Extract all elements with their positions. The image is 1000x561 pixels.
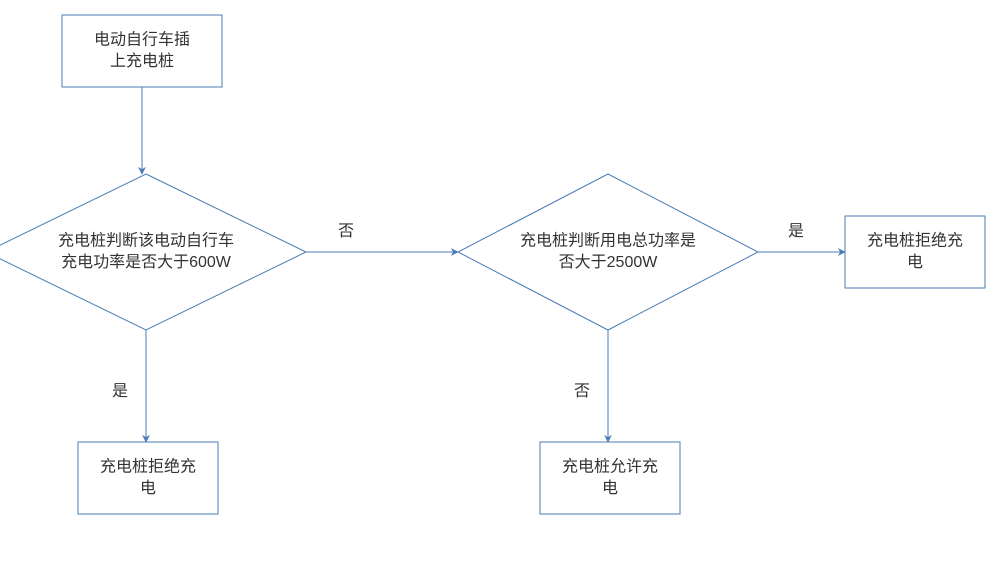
- node-reject1-line-0: 充电桩拒绝充: [100, 457, 196, 475]
- node-reject2-line-0: 充电桩拒绝充: [867, 231, 963, 249]
- node-d2-line-0: 充电桩判断用电总功率是: [520, 231, 696, 249]
- node-d2: 充电桩判断用电总功率是否大于2500W: [458, 174, 758, 330]
- node-reject1-line-1: 电: [140, 479, 156, 497]
- node-allow-box: [540, 442, 680, 514]
- node-reject2-box: [845, 216, 985, 288]
- node-d1-line-0: 充电桩判断该电动自行车: [58, 231, 234, 249]
- node-allow-line-0: 充电桩允许充: [562, 457, 658, 475]
- node-reject1: 充电桩拒绝充电: [78, 442, 218, 514]
- node-allow: 充电桩允许充电: [540, 442, 680, 514]
- node-d1-line-1: 充电功率是否大于600W: [61, 253, 232, 271]
- node-start-line-1: 上充电桩: [110, 52, 174, 70]
- node-reject2-line-1: 电: [907, 253, 923, 271]
- node-reject2: 充电桩拒绝充电: [845, 216, 985, 288]
- edge-label-d1-reject1: 是: [112, 383, 128, 400]
- node-d1-diamond: [0, 174, 306, 330]
- node-start: 电动自行车插上充电桩: [62, 15, 222, 87]
- node-reject1-box: [78, 442, 218, 514]
- node-d2-line-1: 否大于2500W: [559, 253, 659, 271]
- node-d1: 充电桩判断该电动自行车充电功率是否大于600W: [0, 174, 306, 330]
- edge-label-d1-d2: 否: [338, 223, 354, 240]
- node-allow-line-1: 电: [602, 479, 618, 497]
- nodes-layer: 电动自行车插上充电桩充电桩判断该电动自行车充电功率是否大于600W 充电桩判断用电…: [0, 15, 985, 514]
- node-d2-diamond: [458, 174, 758, 330]
- edge-label-d2-reject2: 是: [788, 223, 804, 240]
- node-start-box: [62, 15, 222, 87]
- node-start-line-0: 电动自行车插: [94, 30, 190, 48]
- edge-label-d2-allow: 否: [574, 383, 590, 400]
